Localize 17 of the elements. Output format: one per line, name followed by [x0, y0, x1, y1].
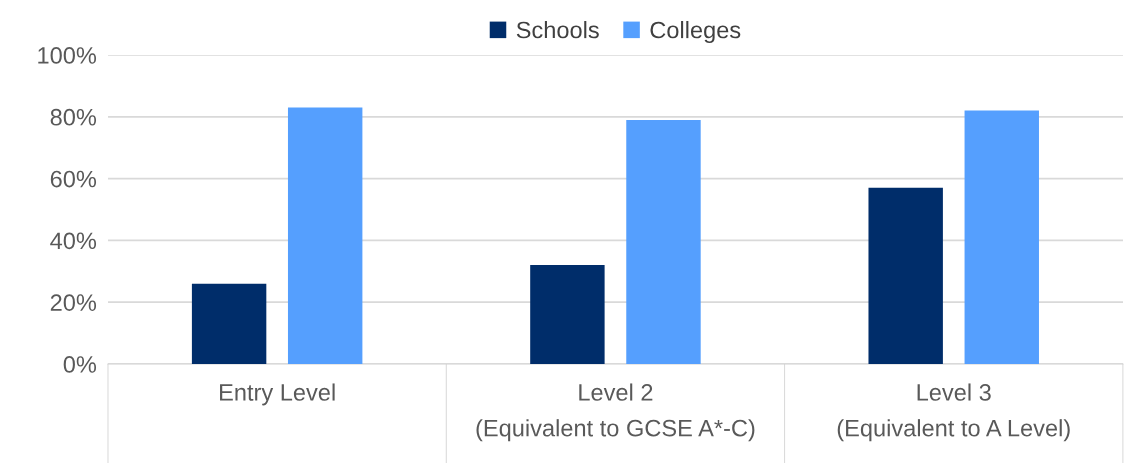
y-tick-label: 100%: [38, 47, 97, 64]
bar: [964, 110, 1039, 364]
legend-label: Colleges: [650, 21, 741, 44]
legend-label: Schools: [516, 21, 599, 39]
x-tick-label: Entry Level: [220, 383, 335, 406]
bar: [191, 283, 267, 364]
x-tick-label: Level 3 (Equivalent to A Level): [837, 383, 1070, 442]
y-tick-label: 40%: [50, 232, 97, 250]
y-tick-label: 20%: [50, 294, 97, 311]
x-tick-label: Level 2 (Equivalent to GCSE A*-C): [476, 383, 755, 442]
y-tick-label: 80%: [50, 108, 97, 126]
y-tick-label: 60%: [50, 170, 97, 188]
y-tick-label: 0%: [63, 356, 97, 373]
bar: [287, 107, 363, 364]
bar: [530, 265, 605, 364]
bar: [868, 187, 943, 364]
bar: [626, 119, 701, 364]
